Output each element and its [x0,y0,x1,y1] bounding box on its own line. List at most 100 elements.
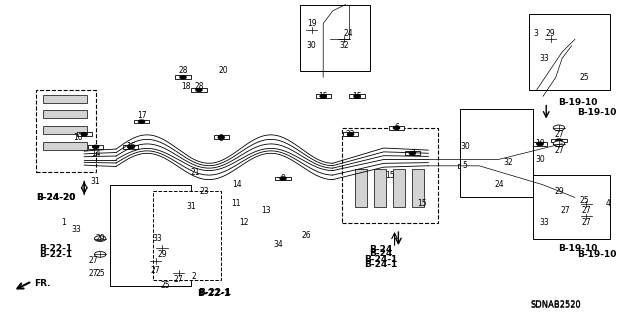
Bar [300,4,370,71]
Circle shape [173,271,184,276]
Text: 27: 27 [173,275,183,284]
Bar [374,169,386,207]
Text: 27: 27 [554,145,564,154]
Circle shape [580,201,592,207]
Text: 31: 31 [186,203,196,211]
Bar [529,14,610,90]
Text: 27: 27 [554,130,564,139]
Text: 20: 20 [218,66,228,76]
Bar [394,169,404,207]
Bar [191,88,207,92]
Bar [77,132,92,136]
Circle shape [348,133,354,136]
Text: SDNAB2520: SDNAB2520 [531,301,581,310]
Bar [404,151,420,155]
Bar [551,139,566,142]
Text: B-24-20: B-24-20 [36,193,76,202]
Text: 15: 15 [318,92,328,101]
Text: 8: 8 [219,134,223,144]
Circle shape [280,177,286,180]
Bar [355,169,367,207]
Bar [214,136,229,139]
Text: 29: 29 [157,250,167,259]
Text: B-22-1: B-22-1 [198,288,232,297]
Text: 15: 15 [352,92,362,101]
Circle shape [156,245,168,251]
Text: 28: 28 [194,82,204,91]
Text: 24: 24 [344,28,353,38]
Text: 10: 10 [73,133,83,142]
Text: 34: 34 [274,241,284,249]
Text: B-19-10: B-19-10 [558,243,598,253]
Circle shape [462,164,468,167]
Text: B-19-10: B-19-10 [577,108,617,116]
Text: 28: 28 [179,66,188,76]
Text: 33: 33 [540,218,549,227]
Text: 7: 7 [410,149,415,158]
Text: 19: 19 [535,139,545,148]
Circle shape [180,76,186,79]
Bar [557,208,573,212]
Bar [43,142,88,150]
Text: B-22-1: B-22-1 [39,243,72,253]
Bar [349,94,365,98]
Text: 17: 17 [137,111,147,120]
Text: 5: 5 [463,161,468,170]
Text: 32: 32 [339,41,349,50]
Circle shape [583,215,589,218]
Circle shape [320,95,326,98]
Text: 30: 30 [307,41,317,50]
Text: 27: 27 [151,266,161,275]
Bar [134,120,149,123]
Text: B-22-1: B-22-1 [197,289,230,298]
Bar [458,164,473,168]
Text: 4: 4 [605,199,611,208]
Circle shape [545,36,556,42]
Circle shape [95,236,106,241]
Text: 15: 15 [417,199,427,208]
Circle shape [306,27,317,33]
Bar [389,126,404,130]
Bar [532,142,547,145]
Bar [579,214,594,218]
Text: B-24
B-24-1: B-24 B-24-1 [364,249,397,269]
Bar [43,95,88,103]
Text: 30: 30 [535,155,545,164]
Text: 3: 3 [533,28,538,38]
Bar [342,128,438,223]
Circle shape [563,209,568,211]
Bar [343,132,358,136]
Text: 25: 25 [161,281,171,291]
Circle shape [537,142,543,145]
Text: 11: 11 [231,199,241,208]
Bar [43,110,88,118]
Circle shape [95,251,106,257]
Text: 9: 9 [280,174,285,183]
Circle shape [138,120,145,123]
Text: 25: 25 [580,73,589,82]
Text: 21: 21 [191,168,200,177]
Text: 26: 26 [301,231,311,240]
Text: 14: 14 [91,149,100,158]
Text: 13: 13 [261,206,271,215]
Circle shape [410,152,415,155]
Bar [175,75,191,79]
Text: 32: 32 [503,158,513,167]
Text: 1: 1 [61,218,66,227]
Bar [36,90,96,172]
Text: B-19-10: B-19-10 [577,250,617,259]
Circle shape [93,145,99,148]
Bar [88,145,103,149]
Bar [460,109,534,197]
Text: SDNAB2520: SDNAB2520 [531,300,581,309]
Text: 27: 27 [89,256,99,265]
Text: 30: 30 [460,142,470,151]
Text: 23: 23 [199,187,209,196]
Circle shape [556,139,562,142]
Bar [534,175,610,239]
Bar [123,145,138,149]
Text: 2: 2 [191,272,196,281]
Text: 25: 25 [580,196,589,205]
Circle shape [218,136,224,139]
Bar [275,177,291,180]
